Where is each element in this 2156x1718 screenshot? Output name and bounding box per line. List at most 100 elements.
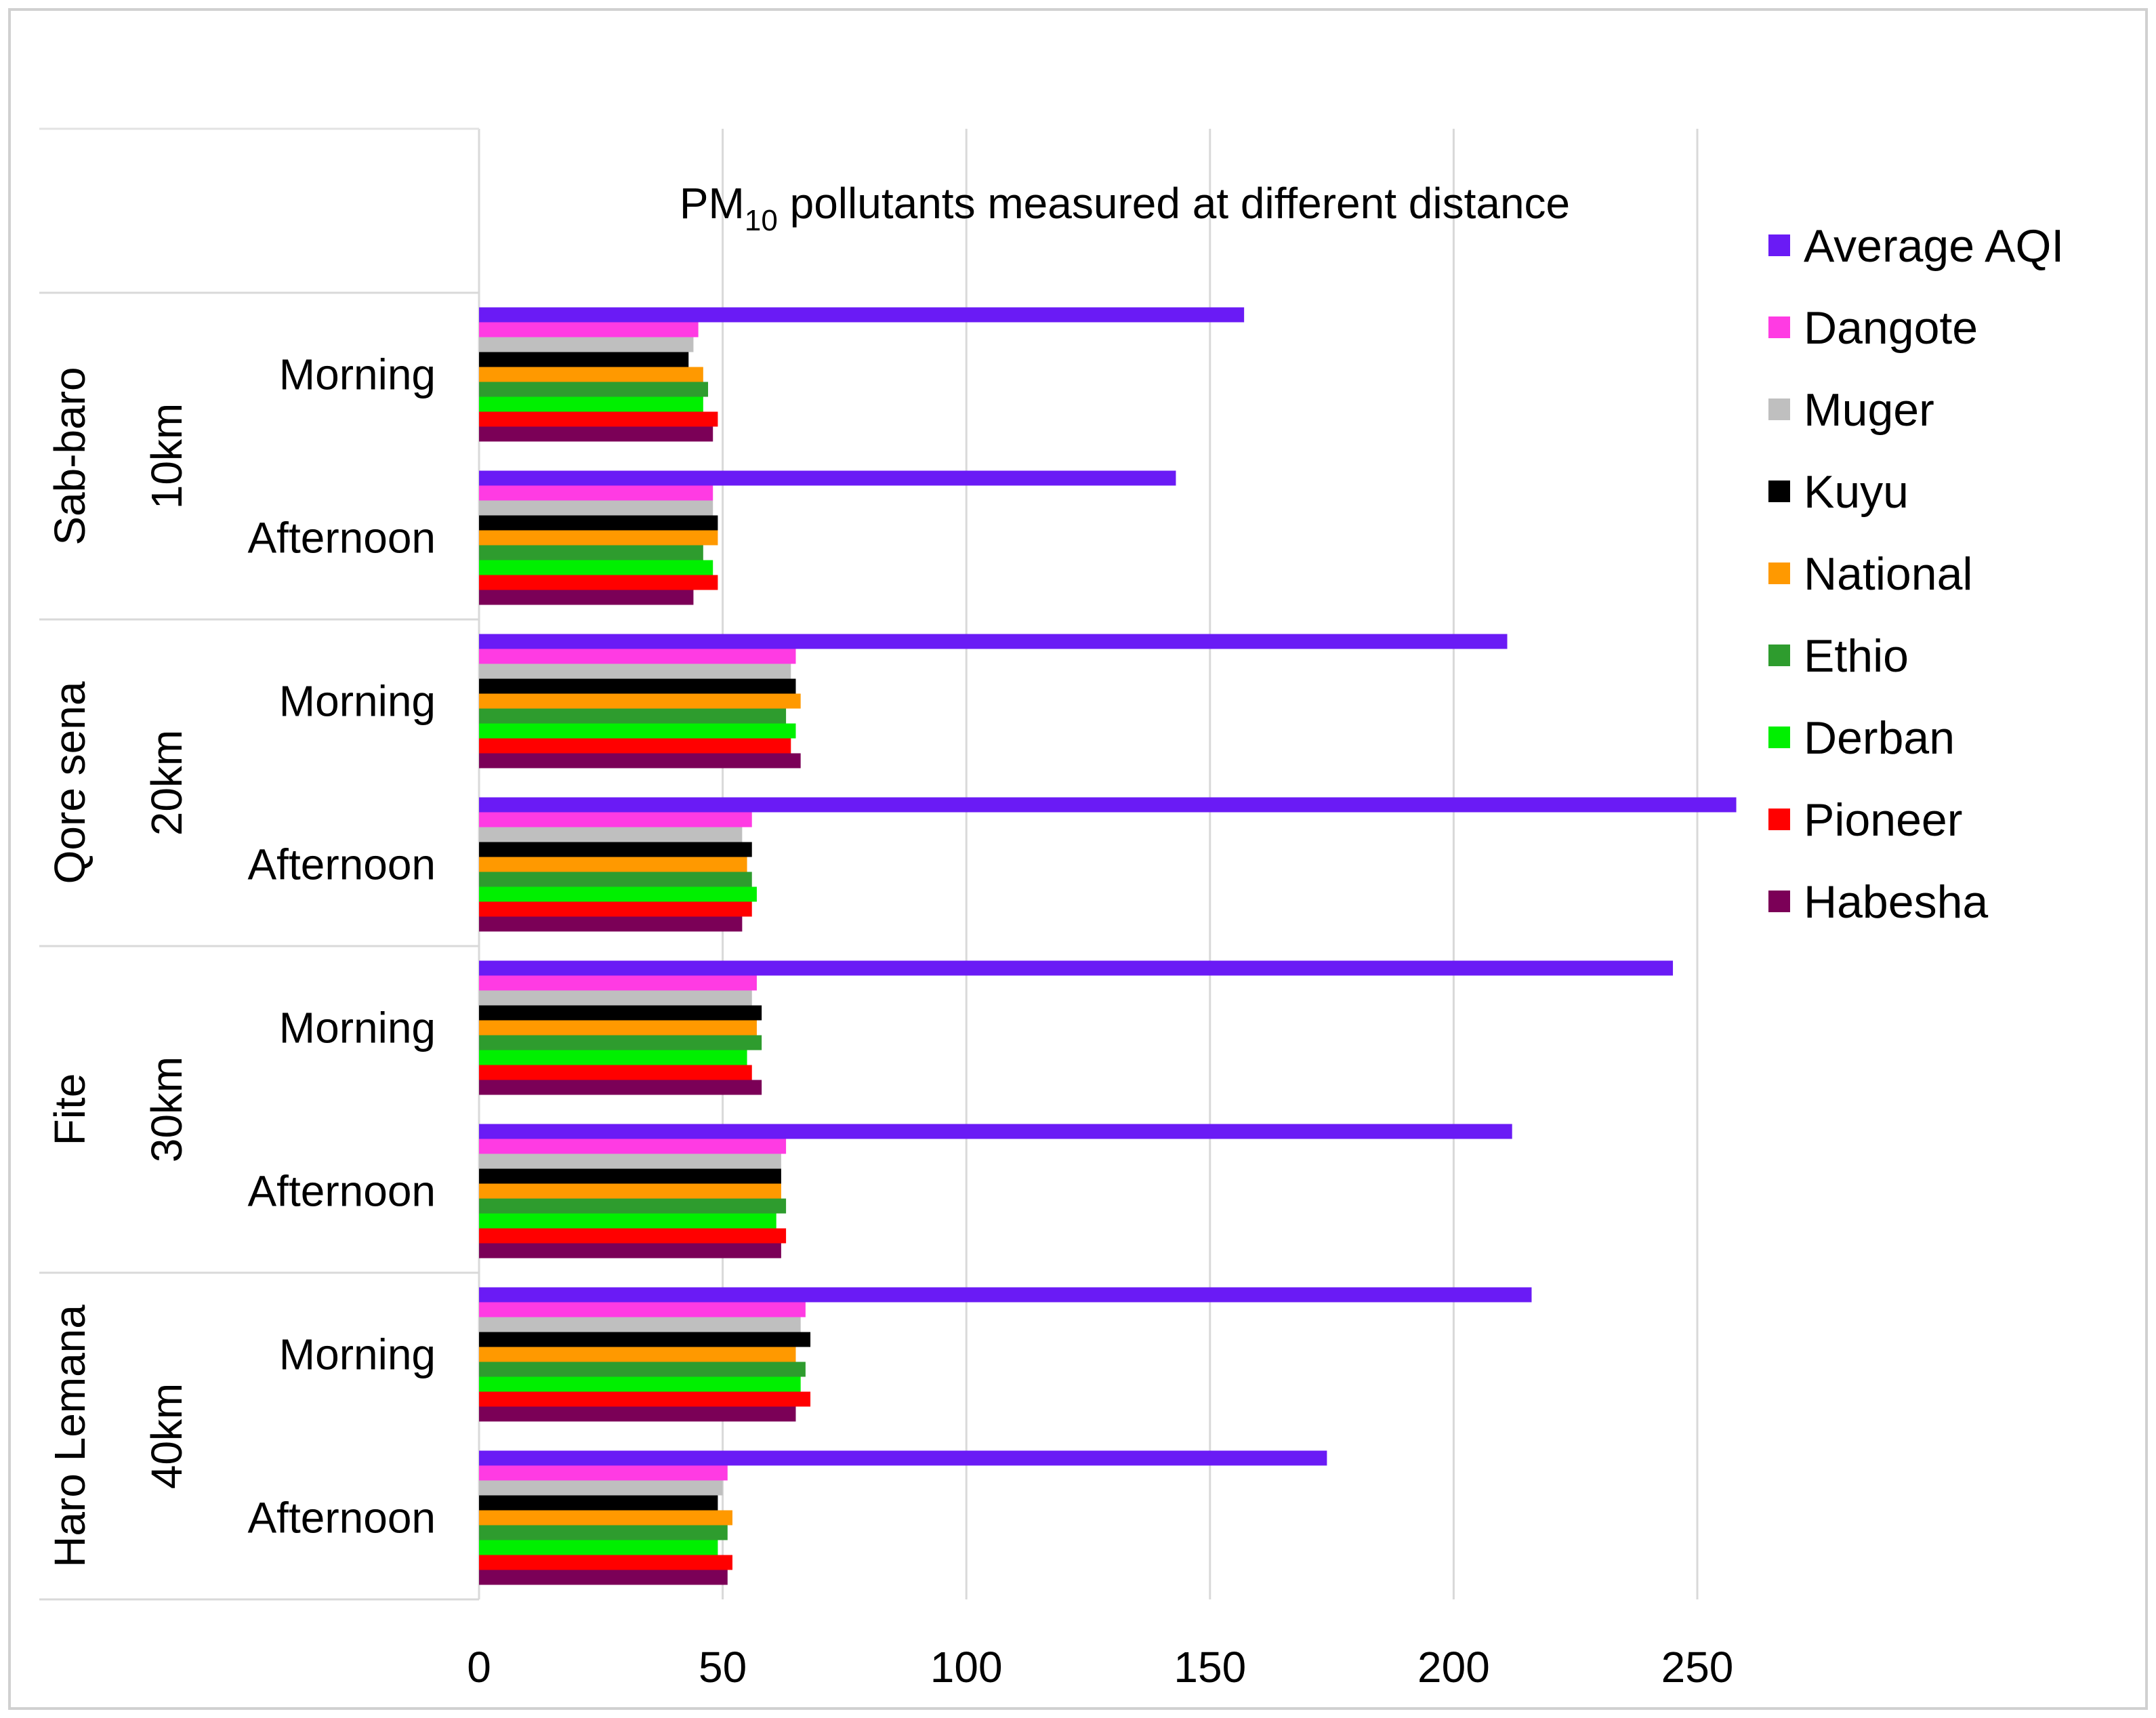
bar-pioneer: [479, 411, 718, 427]
bar-derban: [479, 1213, 776, 1229]
bar-habesha: [479, 1570, 728, 1585]
bar-dangote: [479, 975, 757, 991]
bar-derban: [479, 723, 796, 739]
bar-ethio: [479, 708, 787, 724]
bar-derban: [479, 560, 713, 575]
bar-muger: [479, 1480, 723, 1496]
x-tick-label: 150: [1174, 1643, 1246, 1692]
site-label: Fite: [45, 1073, 94, 1146]
bar-kuyu: [479, 352, 689, 367]
legend-label: Muger: [1804, 384, 1934, 436]
period-label: Afternoon: [247, 840, 436, 889]
bar-dangote: [479, 1139, 787, 1154]
bar-pioneer: [479, 738, 791, 754]
period-label: Morning: [279, 1004, 436, 1052]
bar-pioneer: [479, 1555, 732, 1570]
bar-ethio: [479, 1362, 806, 1377]
legend-label: Ethio: [1804, 630, 1909, 682]
bar-muger: [479, 827, 743, 842]
site-label: Haro Lemana: [45, 1305, 94, 1568]
site-label: Sab-baro: [45, 367, 94, 545]
x-tick-label: 50: [699, 1643, 747, 1692]
bar-habesha: [479, 426, 713, 442]
bar-national: [479, 1510, 732, 1526]
bar-habesha: [479, 1406, 796, 1422]
bar-muger: [479, 337, 694, 352]
bar-ethio: [479, 1198, 787, 1214]
bar-ethio: [479, 1525, 728, 1540]
legend-swatch: [1768, 316, 1790, 338]
bar-kuyu: [479, 1495, 718, 1511]
bar-habesha: [479, 916, 743, 932]
period-label: Morning: [279, 1330, 436, 1379]
bar-national: [479, 530, 718, 546]
bar-average-aqi: [479, 1124, 1512, 1139]
bar-national: [479, 693, 801, 709]
bar-muger: [479, 1317, 801, 1332]
bar-ethio: [479, 545, 703, 560]
bar-average-aqi: [479, 960, 1674, 976]
bar-dangote: [479, 322, 699, 338]
chart-title: PM10 pollutants measured at different di…: [680, 179, 1570, 237]
bar-muger: [479, 663, 791, 679]
bar-ethio: [479, 382, 709, 397]
bar-national: [479, 1183, 781, 1199]
period-label: Afternoon: [247, 1167, 436, 1216]
bar-average-aqi: [479, 1450, 1327, 1466]
bar-national: [479, 1347, 796, 1362]
bar-derban: [479, 1050, 747, 1065]
legend-swatch: [1768, 398, 1790, 420]
bar-ethio: [479, 1035, 762, 1050]
distance-label: 30km: [142, 1057, 191, 1163]
bar-kuyu: [479, 1332, 811, 1347]
x-tick-label: 250: [1661, 1643, 1734, 1692]
bar-kuyu: [479, 678, 796, 694]
distance-label: 20km: [142, 730, 191, 836]
legend: Average AQI Dangote Muger Kuyu National Ethio…: [1768, 220, 2064, 928]
bar-derban: [479, 1376, 801, 1392]
legend-label: National: [1804, 548, 1973, 600]
bar-pioneer: [479, 901, 752, 917]
bar-dangote: [479, 1302, 806, 1317]
site-label: Qore sena: [45, 681, 94, 884]
bar-dangote: [479, 1465, 728, 1481]
bar-kuyu: [479, 1005, 762, 1021]
legend-swatch: [1768, 480, 1790, 502]
bar-derban: [479, 886, 757, 902]
legend-swatch: [1768, 727, 1790, 748]
legend-swatch: [1768, 234, 1790, 256]
distance-label: 40km: [142, 1383, 191, 1490]
bar-ethio: [479, 872, 752, 887]
x-tick-label: 0: [467, 1643, 491, 1692]
bar-average-aqi: [479, 470, 1176, 486]
period-label: Morning: [279, 350, 436, 399]
bar-kuyu: [479, 842, 752, 857]
legend-label: Kuyu: [1804, 466, 1909, 518]
bar-average-aqi: [479, 634, 1508, 649]
bar-derban: [479, 396, 703, 412]
bar-national: [479, 1020, 757, 1036]
bar-national: [479, 367, 703, 382]
legend-swatch: [1768, 891, 1790, 912]
bar-average-aqi: [479, 307, 1245, 323]
bar-kuyu: [479, 1168, 781, 1184]
legend-label: Derban: [1804, 712, 1955, 764]
legend-swatch: [1768, 563, 1790, 584]
bar-average-aqi: [479, 1287, 1532, 1303]
bar-pioneer: [479, 1228, 787, 1244]
bar-pioneer: [479, 1065, 752, 1080]
bar-muger: [479, 500, 713, 516]
legend-label: Dangote: [1804, 302, 1978, 354]
bar-national: [479, 857, 747, 872]
x-tick-label: 200: [1417, 1643, 1490, 1692]
bar-kuyu: [479, 515, 718, 531]
bars: [479, 307, 1737, 1585]
legend-swatch: [1768, 809, 1790, 830]
period-label: Afternoon: [247, 1494, 436, 1542]
bar-dangote: [479, 649, 796, 664]
x-tick-label: 100: [930, 1643, 1003, 1692]
bar-habesha: [479, 1080, 762, 1095]
bar-dangote: [479, 485, 713, 501]
bar-muger: [479, 990, 752, 1006]
period-label: Afternoon: [247, 514, 436, 563]
